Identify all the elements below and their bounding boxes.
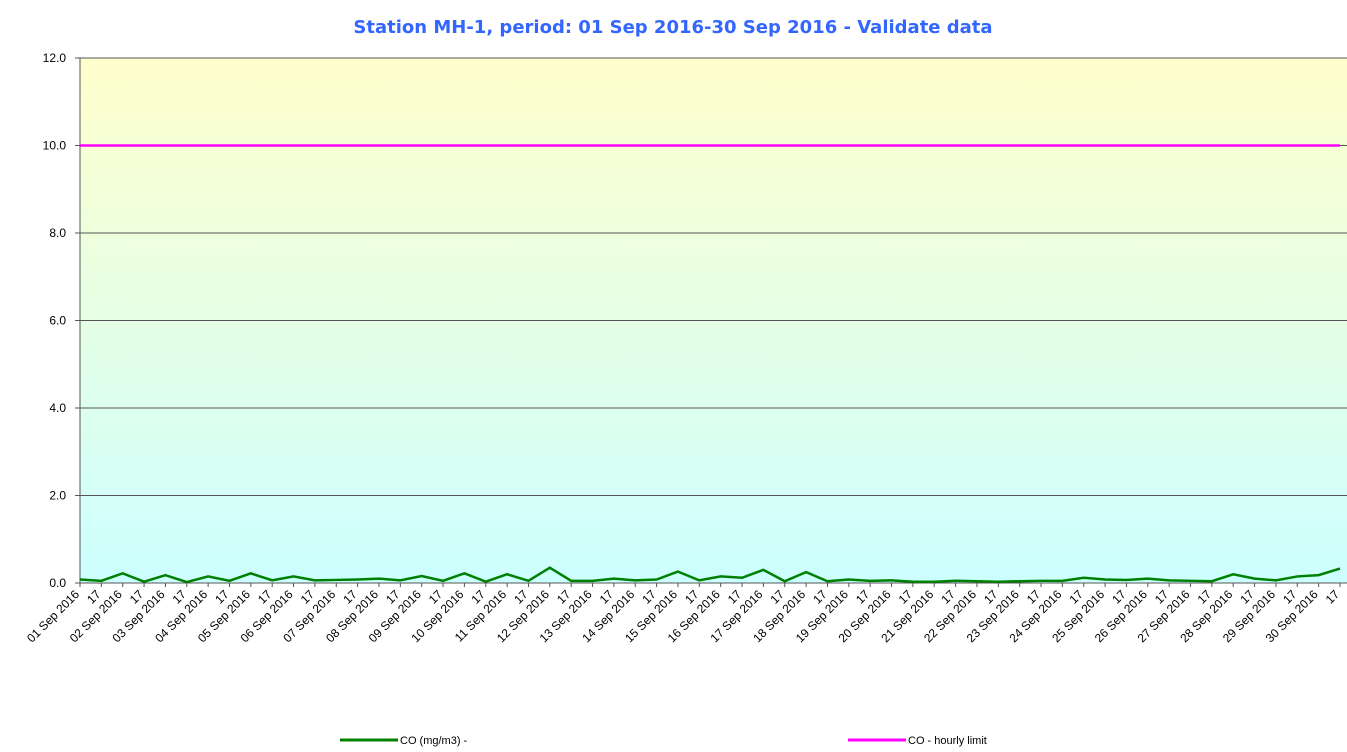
y-tick-label: 0.0 <box>49 576 66 590</box>
y-tick-label: 8.0 <box>49 226 66 240</box>
y-tick-label: 12.0 <box>43 51 67 65</box>
chart-title: Station MH-1, period: 01 Sep 2016-30 Sep… <box>353 17 992 38</box>
x-tick-label: 17 <box>1323 587 1343 607</box>
y-tick-label: 2.0 <box>49 489 66 503</box>
data-line <box>79 566 1341 584</box>
y-tick-label: 6.0 <box>49 314 66 328</box>
y-tick-label: 10.0 <box>43 139 67 153</box>
y-tick-label: 4.0 <box>49 401 66 415</box>
legend-label: CO - hourly limit <box>908 735 987 747</box>
legend-label: CO (mg/m3) - <box>400 735 468 747</box>
